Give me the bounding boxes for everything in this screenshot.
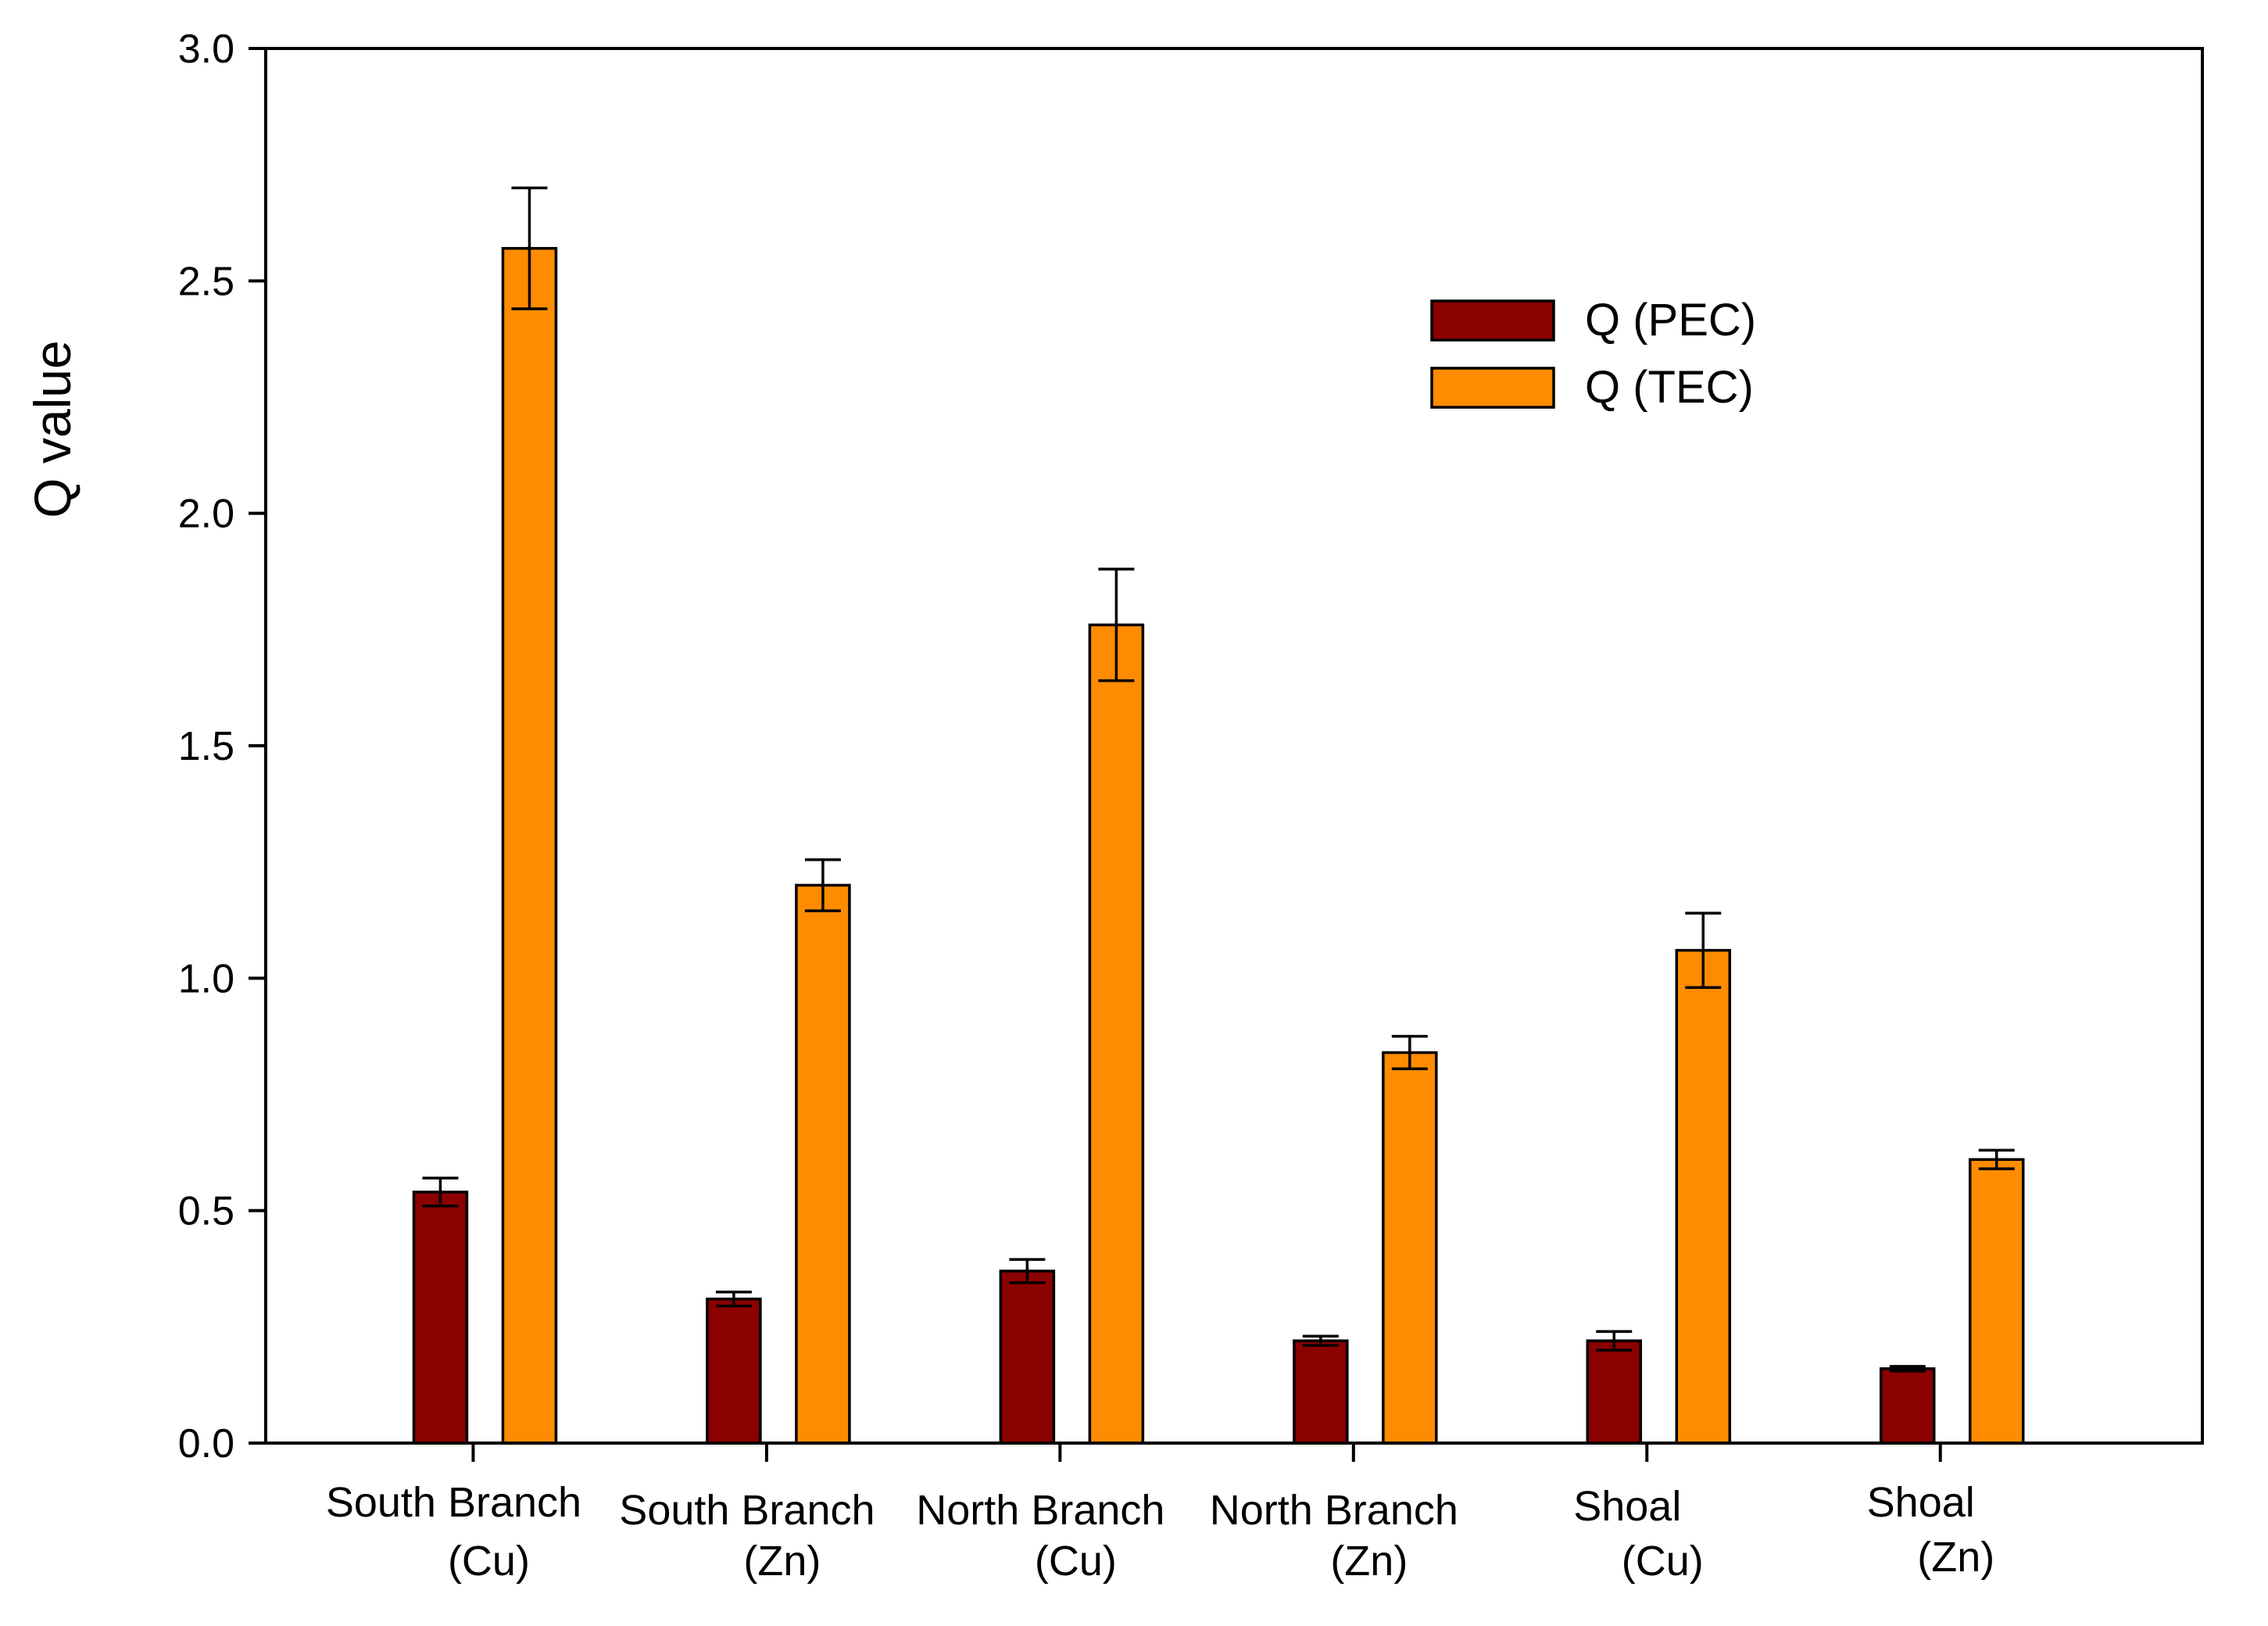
category-label-line1: Shoal: [1867, 1479, 1975, 1526]
category-label-line2: (Zn): [743, 1538, 821, 1585]
category-label-line1: South Branch: [326, 1479, 581, 1526]
y-tick-label: 1.0: [178, 956, 234, 1001]
category-label-line2: (Zn): [1330, 1538, 1408, 1585]
y-axis-title: Q value: [23, 340, 81, 518]
y-tick-label: 3.0: [178, 27, 234, 72]
bar-q-tec: [501, 246, 558, 1445]
category-label-line1: North Branch: [1210, 1487, 1458, 1534]
bar-q-tec: [1675, 948, 1732, 1445]
legend-label: Q (TEC): [1585, 362, 1754, 413]
legend-swatch: [1430, 367, 1555, 409]
bar-q-pec: [1879, 1367, 1936, 1445]
category-label-line1: Shoal: [1573, 1483, 1681, 1530]
category-label-line2: (Cu): [1035, 1538, 1117, 1585]
category-label-line2: (Cu): [1622, 1538, 1704, 1585]
y-axis: 0.0 0.5 1.0 1.5 2.0 2.5 3.0: [178, 27, 266, 1467]
bar-q-tec: [1382, 1051, 1438, 1445]
bar-q-pec: [1293, 1339, 1349, 1445]
bar-q-tec: [795, 883, 851, 1445]
x-axis: South Branch(Cu)South Branch(Zn)North Br…: [326, 1443, 1994, 1585]
legend-swatch: [1430, 299, 1555, 342]
bar-q-pec: [706, 1297, 762, 1445]
bar-q-pec: [412, 1191, 469, 1445]
category-label-line2: (Cu): [448, 1538, 530, 1585]
bar-q-pec: [1586, 1339, 1643, 1445]
y-tick-label: 2.0: [178, 492, 234, 537]
category-label-line1: South Branch: [619, 1487, 875, 1534]
bar-q-pec: [999, 1270, 1056, 1445]
y-tick-label: 2.5: [178, 259, 234, 304]
y-tick-label: 0.0: [178, 1421, 234, 1467]
y-tick-label: 1.5: [178, 724, 234, 769]
bars-layer: [412, 246, 2025, 1445]
category-label-line2: (Zn): [1917, 1534, 1994, 1581]
legend: Q (PEC) Q (TEC): [1430, 295, 1756, 413]
bar-q-tec: [1088, 623, 1145, 1445]
y-tick-label: 0.5: [178, 1189, 234, 1234]
category-label-line1: North Branch: [916, 1487, 1164, 1534]
bar-q-tec: [1968, 1158, 2025, 1445]
legend-label: Q (PEC): [1585, 295, 1756, 346]
error-bars-layer: [422, 186, 2015, 1373]
